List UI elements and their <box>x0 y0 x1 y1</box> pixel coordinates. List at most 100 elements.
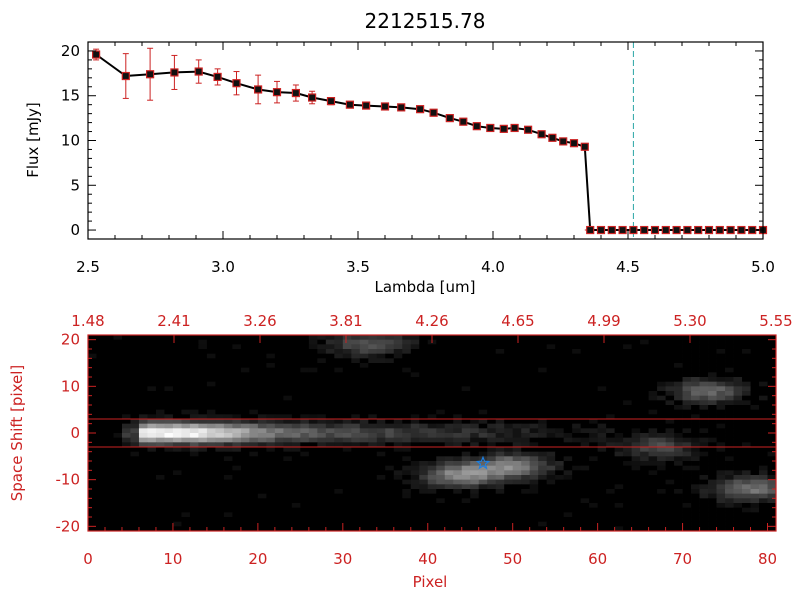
heatmap-cell <box>274 437 284 443</box>
heatmap-cell <box>291 339 301 345</box>
heatmap-cell <box>767 521 777 527</box>
heatmap-cell <box>368 526 378 532</box>
heatmap-cell <box>96 521 106 527</box>
heatmap-cell <box>147 381 157 387</box>
heatmap-cell <box>385 423 395 429</box>
heatmap-cell <box>257 484 267 490</box>
heatmap-cell <box>521 461 531 467</box>
heatmap-cell <box>682 489 692 495</box>
heatmap-cell <box>215 419 225 425</box>
heatmap-cell <box>147 428 157 434</box>
heatmap-cell <box>88 489 97 495</box>
heatmap-cell <box>572 493 582 499</box>
heatmap-cell <box>113 479 123 485</box>
heatmap-cell <box>682 367 692 373</box>
heatmap-cell <box>742 386 751 392</box>
heatmap-cell <box>750 437 760 443</box>
heatmap-cell <box>147 442 157 448</box>
heatmap-cell <box>640 489 649 495</box>
heatmap-cell <box>631 521 641 527</box>
heatmap-cell <box>232 437 242 443</box>
heatmap-cell <box>546 349 556 355</box>
heatmap-cell <box>572 335 582 341</box>
heatmap-cell <box>198 512 208 518</box>
data-point-marker <box>380 102 390 111</box>
heatmap-cell <box>291 409 301 415</box>
spectrum-x-label: Lambda [um] <box>375 278 476 296</box>
heatmap-cell <box>368 498 378 504</box>
heatmap-cell <box>631 442 641 448</box>
heatmap-cell <box>334 479 344 485</box>
heatmap-cell <box>453 414 463 420</box>
heatmap-cell <box>691 484 700 490</box>
heatmap-cell <box>291 521 301 527</box>
heatmap-cell <box>759 465 768 471</box>
heatmap-cell <box>597 437 607 443</box>
heatmap-cell <box>104 512 114 518</box>
heatmap-cell <box>529 344 539 350</box>
heatmap-cell <box>623 484 632 490</box>
heatmap-cell <box>181 489 191 495</box>
heatmap-cell <box>495 349 505 355</box>
heatmap-cell <box>164 465 174 471</box>
heatmap-cell <box>215 517 225 523</box>
heatmap-cell <box>682 377 692 383</box>
heatmap-cell <box>614 489 624 495</box>
heatmap-cell <box>521 391 531 397</box>
heatmap-cell <box>240 437 250 443</box>
heatmap-cell <box>308 335 318 341</box>
heatmap-cell <box>529 386 539 392</box>
heatmap-cell <box>767 475 777 481</box>
heatmap-cell <box>572 344 582 350</box>
heatmap-cell <box>555 507 565 513</box>
heatmap-cell <box>393 475 403 481</box>
heatmap-cell <box>206 372 216 378</box>
heatmap-cell <box>181 381 191 387</box>
heatmap-cell <box>555 437 565 443</box>
heatmap-cell <box>147 377 157 383</box>
heatmap-cell <box>274 339 284 345</box>
heatmap-cell <box>351 461 361 467</box>
heatmap-cell <box>733 437 743 443</box>
heatmap-cell <box>138 344 148 350</box>
heatmap-cell <box>504 507 514 513</box>
heatmap-cell <box>359 428 369 434</box>
heatmap-cell <box>580 447 590 453</box>
heatmap-cell <box>410 517 420 523</box>
heatmap-cell <box>767 465 777 471</box>
heatmap-cell <box>725 405 734 411</box>
heatmap-cell <box>138 465 148 471</box>
heatmap-cell <box>495 447 505 453</box>
heatmap-cell <box>444 395 454 401</box>
heatmap-cell <box>317 512 327 518</box>
heatmap-cell <box>266 381 276 387</box>
heatmap-cell <box>215 358 225 364</box>
heatmap-cell <box>419 475 429 481</box>
heatmap-cell <box>623 465 632 471</box>
heatmap-cell <box>657 409 666 415</box>
heatmap-cell <box>470 498 480 504</box>
heatmap-cell <box>478 349 488 355</box>
heatmap-cell <box>402 507 412 513</box>
heatmap-cell <box>623 498 632 504</box>
heatmap-cell <box>487 381 497 387</box>
heatmap-cell <box>300 451 310 457</box>
heatmap-cell <box>759 367 768 373</box>
heatmap-cell <box>716 428 726 434</box>
heatmap-cell <box>257 372 267 378</box>
heatmap-cell <box>393 419 403 425</box>
heatmap-cell <box>691 419 700 425</box>
heatmap-cell <box>640 358 649 364</box>
heatmap-cell <box>555 517 565 523</box>
heatmap-cell <box>368 409 378 415</box>
heatmap-cell <box>733 353 743 359</box>
heatmap-cell <box>147 484 157 490</box>
heatmap-cell <box>665 400 675 406</box>
heatmap-cell <box>614 475 624 481</box>
heatmap-cell <box>223 409 233 415</box>
heatmap-cell <box>699 372 709 378</box>
heatmap-cell <box>750 339 760 345</box>
heatmap-cell <box>470 493 480 499</box>
heatmap-cell <box>113 419 123 425</box>
heatmap-cell <box>300 349 310 355</box>
